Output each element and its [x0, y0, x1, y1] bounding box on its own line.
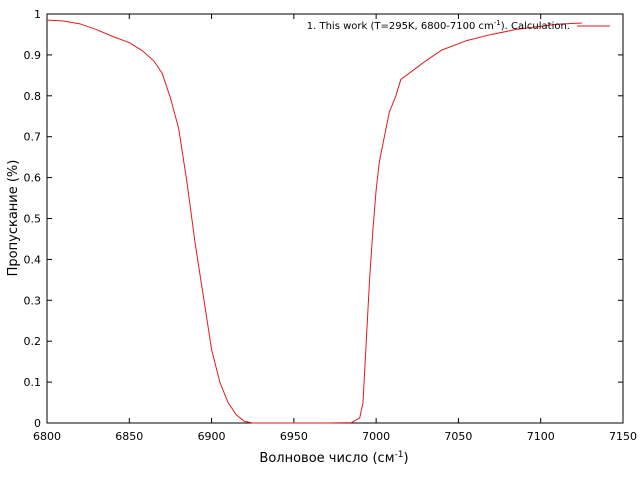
- x-tick-label: 6900: [198, 430, 226, 443]
- y-tick-label: 0.4: [24, 253, 42, 266]
- plot-frame: [46, 13, 624, 424]
- x-tick-label: 6950: [280, 430, 308, 443]
- y-tick-label: 0.8: [24, 90, 42, 103]
- y-tick-label: 0.5: [24, 213, 42, 226]
- x-tick-label: 7100: [527, 430, 555, 443]
- y-axis-title: Пропускание (%): [6, 160, 21, 277]
- x-tick-label: 7000: [362, 430, 390, 443]
- x-tick-label: 6850: [115, 430, 143, 443]
- x-tick-labels: 6800 6850 6900 6950 7000 7050 7100 7150: [33, 430, 637, 443]
- legend: 1. This work (T=295K, 6800-7100 cm-1). C…: [307, 19, 610, 32]
- y-tick-labels: 0 0.1 0.2 0.3 0.4 0.5 0.6 0.7 0.8 0.9 1: [24, 8, 42, 430]
- x-tick-label: 6800: [33, 430, 61, 443]
- axis-ticks: [46, 13, 624, 424]
- y-tick-label: 0.6: [24, 172, 42, 185]
- y-tick-label: 0.9: [24, 49, 42, 62]
- y-tick-label: 0.3: [24, 294, 42, 307]
- x-tick-label: 7050: [444, 430, 472, 443]
- x-tick-label: 7150: [609, 430, 637, 443]
- x-axis-title: Волновое число (см-1): [259, 450, 408, 466]
- y-tick-label: 1: [34, 8, 41, 21]
- series-line: [46, 19, 582, 424]
- y-tick-label: 0.2: [24, 335, 42, 348]
- legend-label: 1. This work (T=295K, 6800-7100 cm-1). C…: [307, 19, 570, 32]
- y-tick-label: 0: [34, 417, 41, 430]
- y-tick-label: 0.1: [24, 376, 42, 389]
- y-tick-label: 0.7: [24, 131, 42, 144]
